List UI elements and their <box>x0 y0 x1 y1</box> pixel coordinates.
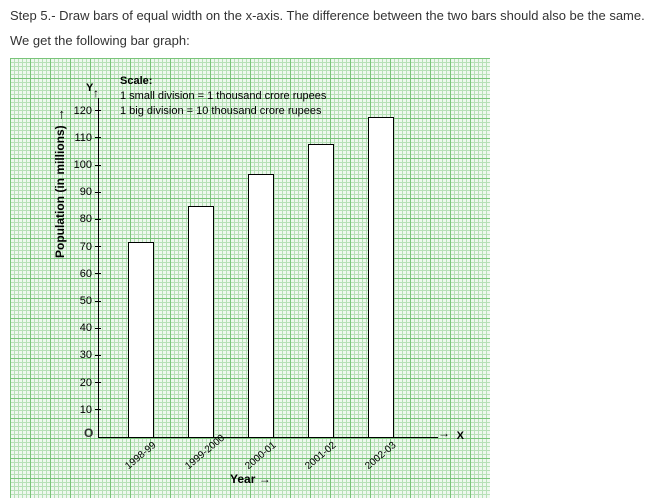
y-tick-mark <box>95 301 101 302</box>
y-tick-label: 60 <box>80 266 92 284</box>
y-tick-mark <box>95 273 101 274</box>
bar <box>188 206 214 437</box>
y-tick-label: 110 <box>74 130 92 148</box>
y-tick-label: 40 <box>80 320 92 338</box>
y-tick-label: 50 <box>80 293 92 311</box>
plot-area: ↑ → Y X O 102030405060708090100110120199… <box>98 98 438 438</box>
bar <box>368 117 394 438</box>
step-text-2: We get the following bar graph: <box>10 31 649 52</box>
y-letter: Y <box>86 80 93 98</box>
y-arrowhead: ↑ <box>93 84 99 103</box>
y-tick-mark <box>95 382 101 383</box>
bar <box>128 242 154 438</box>
y-tick-label: 20 <box>80 374 92 392</box>
bar-chart: Scale: 1 small division = 1 thousand cro… <box>10 58 490 498</box>
y-tick-label: 90 <box>80 184 92 202</box>
x-axis-title-arrow: → <box>259 472 271 486</box>
y-tick-label: 80 <box>80 211 92 229</box>
x-letter: X <box>457 428 464 446</box>
y-axis-title-arrow: → <box>51 108 67 122</box>
y-tick-mark <box>95 219 101 220</box>
y-tick-mark <box>95 137 101 138</box>
y-tick-label: 30 <box>80 347 92 365</box>
y-tick-mark <box>95 355 101 356</box>
x-arrowhead: → <box>438 424 450 443</box>
bar <box>308 144 334 438</box>
y-tick-mark <box>95 165 101 166</box>
y-tick-label: 120 <box>74 102 92 120</box>
y-axis <box>98 98 99 438</box>
y-tick-label: 10 <box>80 402 92 420</box>
x-axis-title: Year → <box>230 470 271 489</box>
step-text-1: Step 5.- Draw bars of equal width on the… <box>10 6 649 27</box>
y-tick-mark <box>95 328 101 329</box>
y-tick-label: 100 <box>74 157 92 175</box>
y-tick-mark <box>95 409 101 410</box>
bar <box>248 174 274 438</box>
y-tick-label: 70 <box>80 238 92 256</box>
origin-label: O <box>84 424 93 443</box>
y-axis-title-text: Population (in millions) <box>53 125 67 258</box>
y-tick-mark <box>95 246 101 247</box>
y-tick-mark <box>95 192 101 193</box>
scale-header: Scale: <box>120 74 326 89</box>
y-axis-title: Population (in millions) → <box>48 108 70 258</box>
y-tick-mark <box>95 110 101 111</box>
